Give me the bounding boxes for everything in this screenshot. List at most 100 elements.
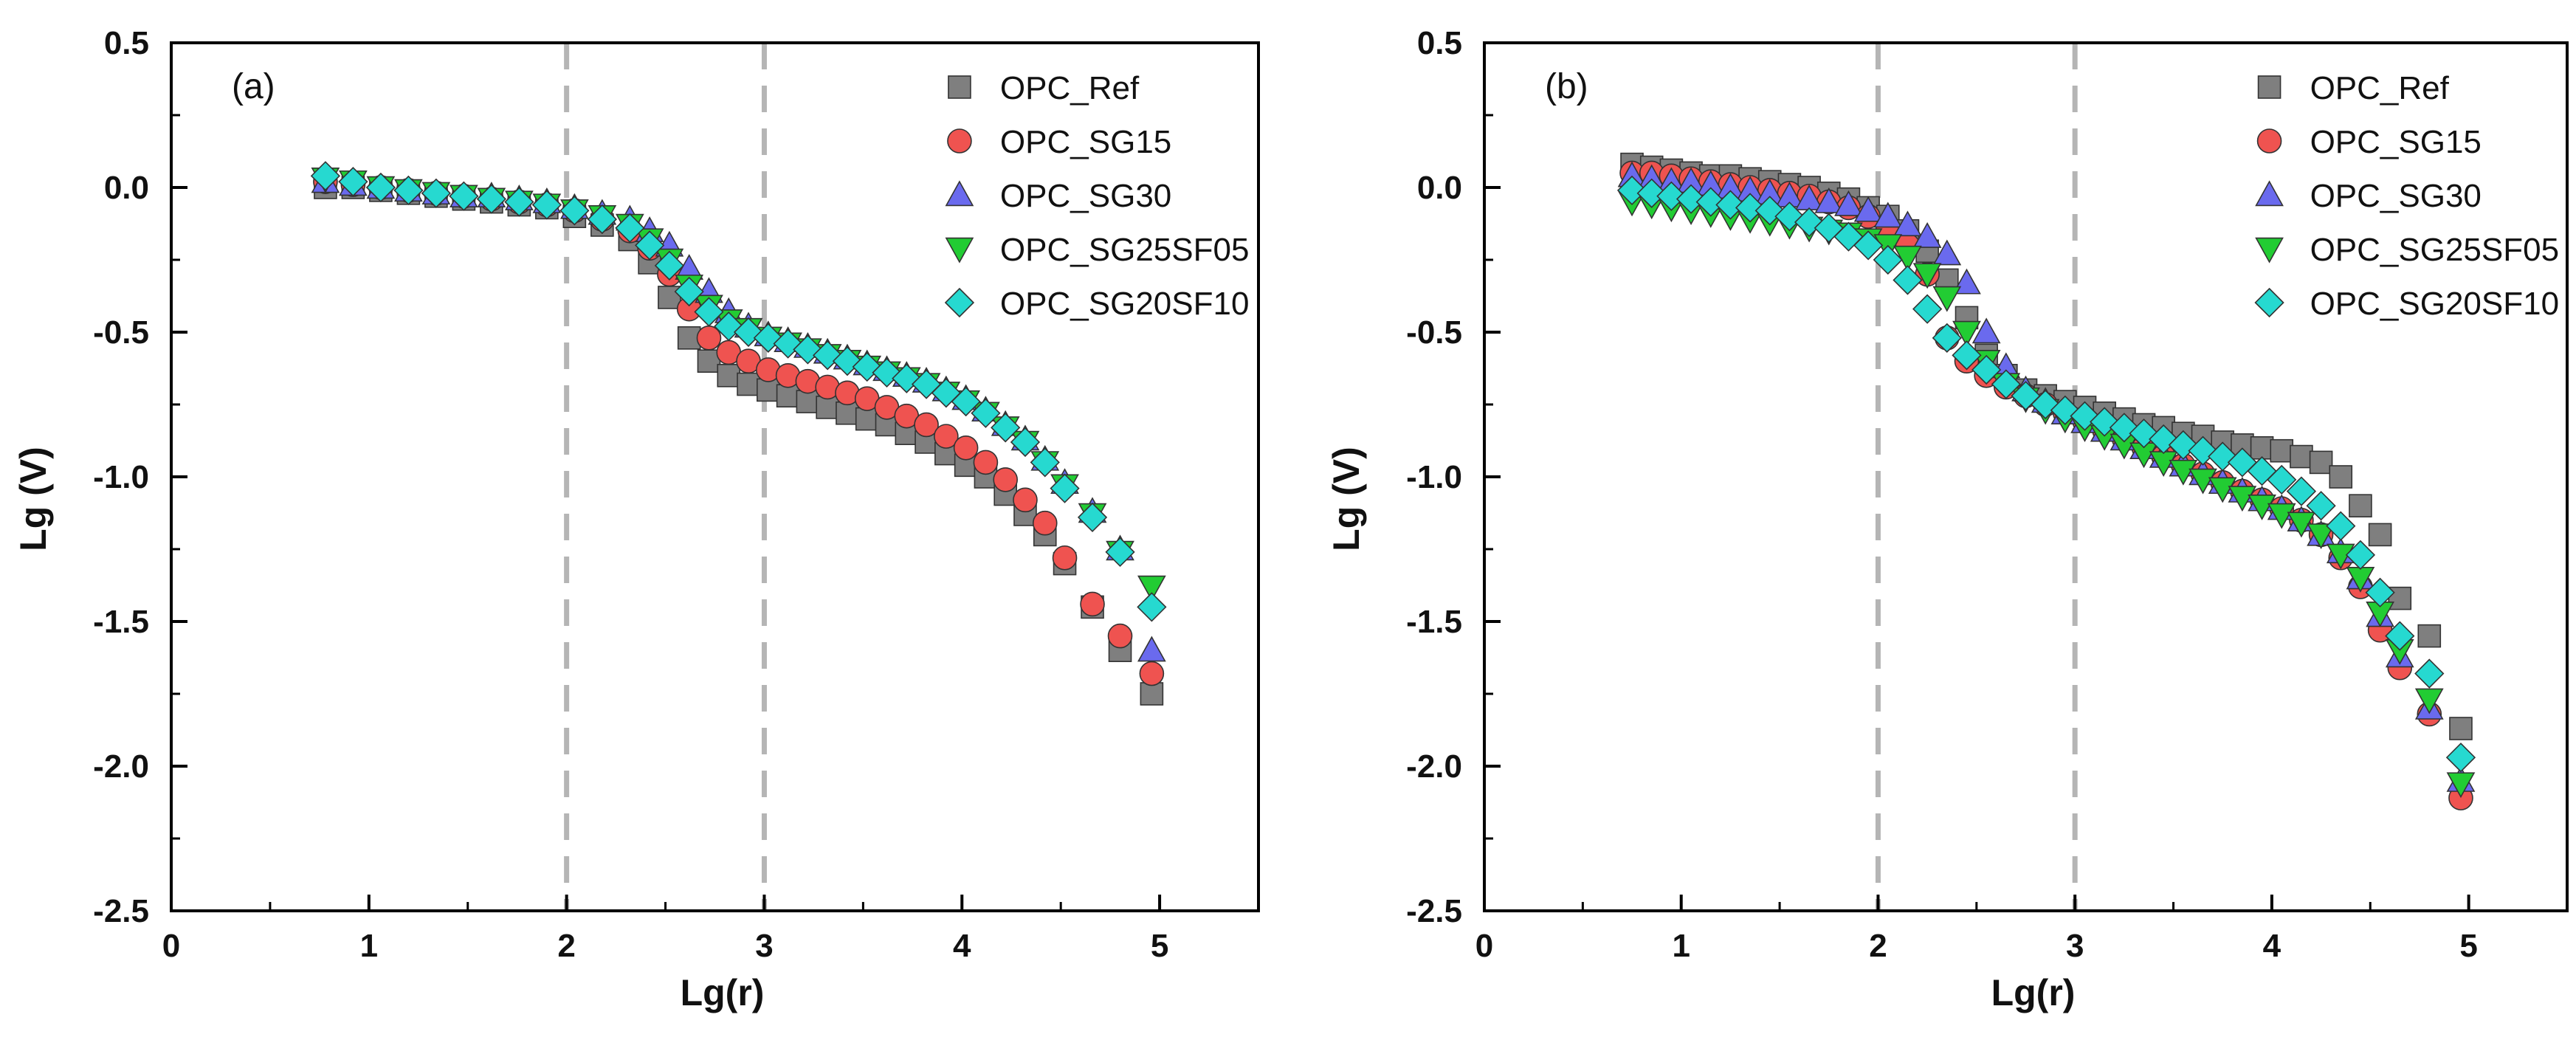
- y-tick-label: -0.5: [1406, 314, 1462, 351]
- legend-label: OPC_SG30: [1000, 178, 1171, 214]
- data-point: [674, 276, 704, 307]
- y-tick-label: -2.5: [93, 893, 149, 929]
- data-point: [1105, 537, 1135, 568]
- data-point: [2365, 577, 2395, 607]
- data-point: [476, 184, 506, 214]
- data-point: [1616, 175, 1647, 206]
- y-tick-label: -1.0: [93, 459, 149, 495]
- x-axis-label: Lg(r): [1991, 972, 2076, 1013]
- data-point: [393, 175, 424, 206]
- data-point: [1030, 447, 1060, 478]
- data-point: [971, 398, 1001, 428]
- data-point: [1912, 263, 1942, 289]
- x-axis-label: Lg(r): [681, 972, 765, 1013]
- legend-marker: [2257, 75, 2281, 99]
- y-tick-label: 0.0: [104, 170, 149, 206]
- data-point: [1080, 591, 1105, 617]
- data-point: [1139, 661, 1165, 686]
- data-point: [737, 372, 760, 396]
- data-point: [1137, 636, 1166, 662]
- data-point: [2307, 523, 2335, 550]
- data-point: [1932, 286, 1962, 312]
- data-point: [1140, 682, 1164, 706]
- legend-marker: [945, 237, 974, 264]
- data-point: [1077, 502, 1108, 533]
- y-tick-label: -1.0: [1406, 459, 1462, 495]
- legend-label: OPC_SG25SF05: [1000, 232, 1250, 268]
- data-point: [587, 204, 617, 235]
- x-tick-label: 1: [360, 928, 378, 964]
- data-point: [2267, 503, 2296, 529]
- data-point: [531, 190, 562, 220]
- data-point: [1952, 340, 1982, 371]
- data-point: [1656, 181, 1687, 211]
- data-point: [951, 386, 981, 417]
- legend: OPC_Ref OPC_SG15 OPC_SG30 OPC_SG25SF05 OPC_S…: [944, 70, 1250, 322]
- data-point: [1137, 575, 1166, 602]
- y-tick-label: -2.5: [1406, 893, 1462, 929]
- data-point: [2286, 476, 2317, 506]
- data-point: [2250, 435, 2274, 460]
- x-tick-label: 2: [557, 928, 575, 964]
- x-tick-label: 1: [1672, 928, 1690, 964]
- panel-b: 0 1 2 3 4 5 0.5 0.0 -0.5 -1.0 -1.5 -2.0 -2.5 Lg(r) Lg …: [1326, 25, 2569, 1013]
- panel-a: 0 1 2 3 4 5 0.5 0.0 -0.5 -1.0 -1.5 -2.0 -2.5 Lg(r) Lg …: [13, 25, 1260, 1013]
- y-tick-label: -1.5: [1406, 604, 1462, 640]
- data-point: [1636, 178, 1667, 208]
- data-point: [796, 390, 820, 413]
- legend-marker: [2256, 128, 2282, 154]
- data-point: [1695, 187, 1726, 217]
- data-point: [914, 412, 939, 438]
- x-tick-label: 3: [2066, 928, 2084, 964]
- data-point: [1032, 510, 1058, 536]
- legend: OPC_Ref OPC_SG15 OPC_SG30 OPC_SG25SF05 OPC_S…: [2254, 70, 2560, 322]
- data-point: [559, 196, 590, 226]
- data-point: [855, 407, 879, 431]
- x-tick-label: 5: [2459, 928, 2477, 964]
- x-tick-label: 0: [162, 928, 180, 964]
- data-point: [2414, 658, 2445, 689]
- data-point: [2417, 624, 2442, 648]
- data-point: [1971, 317, 2001, 344]
- y-axis-label: Lg (V): [1326, 447, 1367, 551]
- data-point: [1932, 239, 1962, 266]
- panel-label: (b): [1545, 67, 1588, 106]
- data-point: [338, 167, 368, 197]
- legend-label: OPC_SG15: [1000, 124, 1171, 160]
- data-point: [2345, 540, 2376, 570]
- legend-marker: [2255, 180, 2284, 207]
- data-point: [615, 213, 645, 244]
- legend-label: OPC_SG20SF10: [2310, 286, 2560, 322]
- data-point: [2388, 586, 2412, 610]
- y-tick-label: 0.5: [1417, 25, 1462, 61]
- data-point: [1912, 221, 1942, 248]
- data-point: [1010, 427, 1041, 458]
- legend-label: OPC_SG15: [2310, 124, 2482, 160]
- data-point: [2188, 468, 2217, 495]
- legend-marker: [945, 180, 974, 207]
- data-point: [504, 187, 534, 217]
- data-point: [449, 181, 479, 211]
- y-tick-label: -1.5: [93, 604, 149, 640]
- legend-label: OPC_SG30: [2310, 178, 2482, 214]
- legend-label: OPC_Ref: [1000, 70, 1140, 106]
- data-point: [2449, 717, 2473, 740]
- x-tick-label: 3: [755, 928, 773, 964]
- data-point: [1971, 354, 2002, 385]
- data-point: [1873, 244, 1903, 275]
- data-point: [1715, 190, 1746, 220]
- data-point: [1052, 545, 1078, 571]
- data-point: [1107, 623, 1133, 649]
- legend-marker: [948, 75, 971, 99]
- data-point: [365, 172, 396, 203]
- legend-marker: [947, 128, 972, 154]
- x-tick-label: 0: [1475, 928, 1493, 964]
- data-point: [2329, 465, 2353, 489]
- x-tick-label: 4: [2263, 928, 2281, 964]
- series-opc-sg20sf10: [310, 161, 1167, 622]
- data-point: [1735, 193, 1766, 223]
- y-tick-label: 0.0: [1417, 170, 1462, 206]
- data-point: [1814, 187, 1844, 213]
- legend-label: OPC_Ref: [2310, 70, 2450, 106]
